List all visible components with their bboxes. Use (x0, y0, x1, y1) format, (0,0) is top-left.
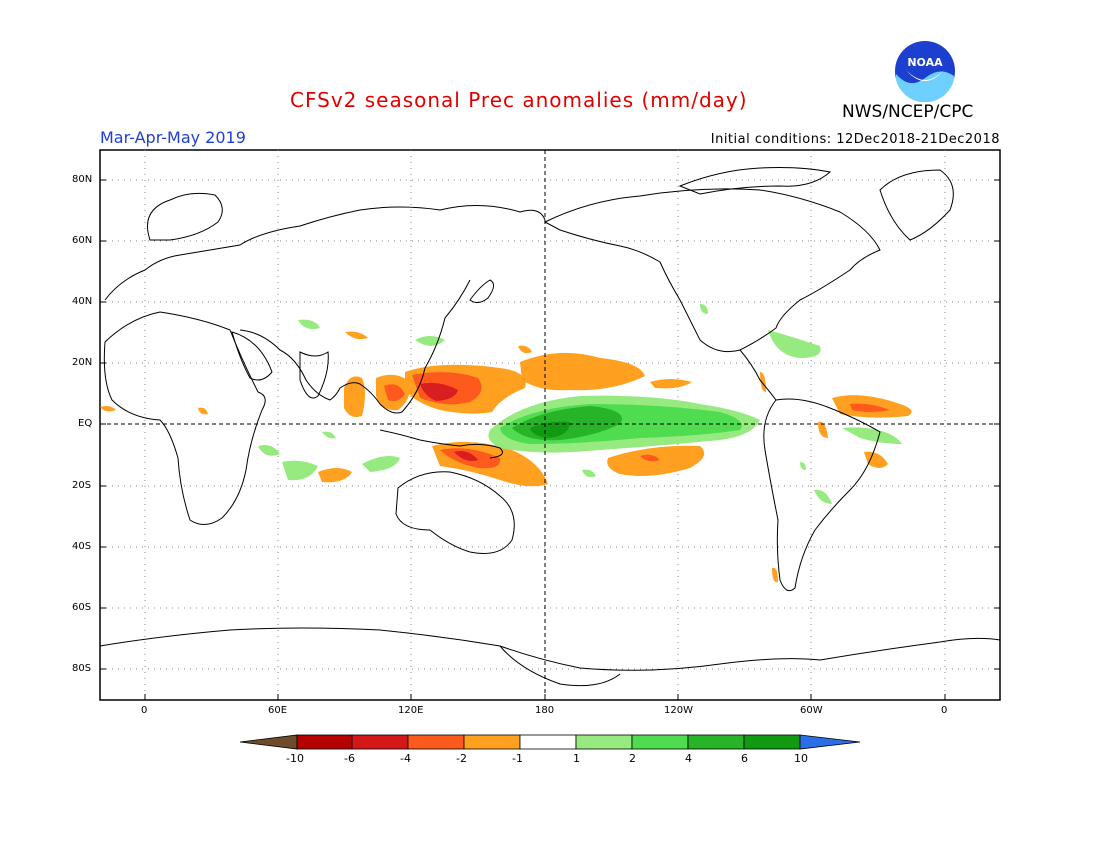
colorbar-label: 1 (573, 752, 580, 765)
lat-tick: 20N (72, 357, 93, 368)
colorbar-label: -1 (512, 752, 523, 765)
colorbar-swatch (575, 734, 633, 750)
anomaly-fields (100, 304, 912, 583)
season-label: Mar-Apr-May 2019 (100, 128, 246, 147)
lat-tick: EQ (78, 418, 93, 429)
colorbar-label: 10 (794, 752, 808, 765)
coastlines (99, 167, 1001, 687)
colorbar-swatch (463, 734, 521, 750)
initial-conditions-label: Initial conditions: 12Dec2018-21Dec2018 (710, 132, 1000, 147)
colorbar-swatch (296, 734, 353, 750)
colorbar-swatch (687, 734, 745, 750)
lat-tick: 40S (72, 541, 92, 552)
noaa-logo: NOAA (895, 41, 955, 102)
colorbar-low-arrow (239, 734, 298, 750)
colorbar-swatch (631, 734, 689, 750)
lon-tick: 0 (141, 705, 148, 716)
colorbar-label: -10 (286, 752, 304, 765)
colorbar-swatch (743, 734, 801, 750)
lat-tick: 80N (72, 174, 93, 185)
lon-tick: 0 (941, 705, 948, 716)
map-title: CFSv2 seasonal Prec anomalies (mm/day) (290, 88, 748, 112)
agency-label: NWS/NCEP/CPC (842, 102, 974, 122)
colorbar-label: -4 (400, 752, 411, 765)
lat-tick: 20S (72, 480, 92, 491)
lon-tick: 120W (664, 705, 693, 716)
colorbar-swatch (407, 734, 465, 750)
colorbar-high-arrow (799, 734, 861, 750)
lat-tick: 80S (72, 663, 92, 674)
colorbar-label: 6 (741, 752, 748, 765)
gridlines (100, 150, 1000, 700)
lon-tick: 60W (800, 705, 823, 716)
lon-tick: 120E (398, 705, 424, 716)
colorbar (239, 734, 861, 750)
lon-tick: 180 (535, 705, 555, 716)
colorbar-label: 4 (685, 752, 692, 765)
colorbar-label: 2 (629, 752, 636, 765)
lon-tick: 60E (268, 705, 288, 716)
lat-tick: 40N (72, 296, 93, 307)
colorbar-swatch (519, 734, 577, 750)
lat-tick: 60N (72, 235, 93, 246)
axis-ticks (100, 179, 1000, 700)
colorbar-label: -6 (344, 752, 355, 765)
colorbar-label: -2 (456, 752, 467, 765)
lat-tick: 60S (72, 602, 92, 613)
colorbar-swatch (351, 734, 409, 750)
logo-text: NOAA (907, 56, 943, 69)
